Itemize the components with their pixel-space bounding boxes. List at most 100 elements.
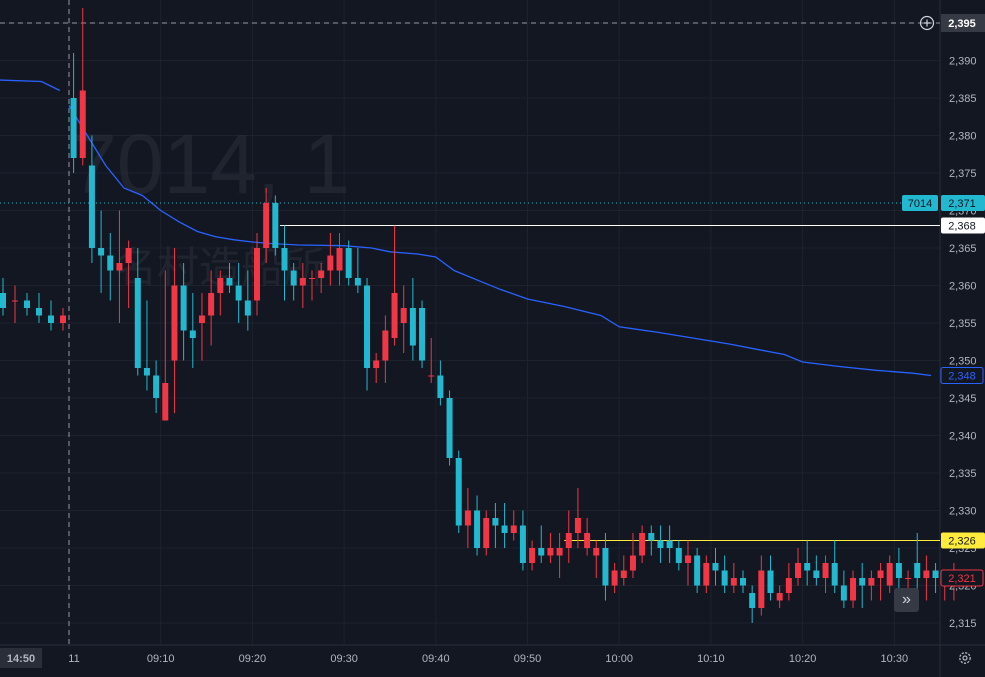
x-tick-label: 09:10 <box>147 653 175 665</box>
x-tick-label: 09:20 <box>239 653 267 665</box>
candle-body <box>198 315 205 323</box>
time-axis[interactable]: 14:50 11 09:10 09:20 09:30 09:40 09:50 10:00 10:… <box>0 648 908 668</box>
candle-body <box>877 570 884 578</box>
candle-body <box>189 330 196 338</box>
candle-body <box>171 285 178 361</box>
candle-body <box>556 548 563 556</box>
gear-icon[interactable] <box>956 649 974 667</box>
candle-body <box>584 533 591 548</box>
candle-body <box>180 285 187 331</box>
candle-body <box>281 248 288 271</box>
candle-body <box>730 578 737 586</box>
candle-body <box>629 555 636 571</box>
candle-body <box>125 248 132 263</box>
vwap-price-tag <box>940 367 984 384</box>
candle-body <box>822 563 829 578</box>
vwap-line <box>68 105 932 377</box>
candle-body <box>492 518 499 526</box>
x-tick-label: 09:30 <box>330 653 358 665</box>
candle-body <box>547 548 554 556</box>
candle-body <box>868 578 875 586</box>
candle-body <box>391 293 398 338</box>
y-tick-label: 2,330 <box>949 506 977 518</box>
symbol-tag <box>902 195 938 211</box>
candle-body <box>739 578 746 586</box>
candle-body <box>272 203 279 248</box>
horizontal-lines <box>0 0 940 645</box>
price-tag-label: 2,348 <box>948 371 976 383</box>
candle-body <box>263 203 270 248</box>
candle-body <box>602 548 609 586</box>
candle-body <box>914 563 921 578</box>
candle-body <box>0 293 6 308</box>
hline-white-price-tag <box>941 217 985 234</box>
candle-body <box>510 525 517 533</box>
candle-body <box>455 458 462 526</box>
y-tick-label: 2,365 <box>949 243 977 255</box>
candle-body <box>60 315 66 323</box>
candle-body <box>419 308 426 361</box>
price-tags: 2,395 2,371 7014 2,368 2,348 2,326 2,321 <box>902 14 985 587</box>
candle-body <box>703 563 710 586</box>
candle-body <box>886 563 893 586</box>
plus-circle-icon[interactable] <box>917 13 937 33</box>
candle-body <box>107 255 114 271</box>
candle-body <box>464 510 471 526</box>
x-tick-label: 10:20 <box>789 653 817 665</box>
x-tick-label: 10:30 <box>881 653 909 665</box>
candle-body <box>299 278 306 286</box>
candle-body <box>831 563 838 586</box>
candle-body <box>446 398 453 458</box>
candle-body <box>24 300 30 308</box>
y-tick-label: 2,350 <box>949 356 977 368</box>
candle-body <box>611 570 618 586</box>
candle-body <box>657 540 664 548</box>
crosshair-time-bg <box>0 648 42 668</box>
candle-body <box>36 308 42 316</box>
candle-body <box>217 278 224 293</box>
candle-body <box>290 270 297 286</box>
candle-body <box>253 248 260 301</box>
candle-body <box>70 98 77 158</box>
candle-body <box>795 563 802 578</box>
candle-body <box>529 548 536 563</box>
x-tick-label: 11 <box>68 653 79 665</box>
y-tick-label: 2,335 <box>949 468 977 480</box>
symbol-tag-label: 7014 <box>908 198 932 210</box>
y-tick-label: 2,355 <box>949 318 977 330</box>
last-price-tag <box>941 195 985 211</box>
candle-body <box>116 263 123 271</box>
candle-body <box>88 165 95 248</box>
candle-body <box>318 270 325 278</box>
candle-body <box>162 383 169 421</box>
y-tick-label: 2,390 <box>949 56 977 68</box>
candle-body <box>437 375 444 398</box>
price-tag-label: 2,321 <box>948 573 976 585</box>
candle-body <box>694 555 701 586</box>
candle-body <box>474 510 481 548</box>
vwap-prev-line <box>0 79 61 92</box>
candle-body <box>79 90 86 158</box>
watermark-symbol: 7014, 1 <box>70 117 350 211</box>
y-tick-label: 2,375 <box>949 168 977 180</box>
candle-body <box>208 293 215 316</box>
candle-body <box>565 533 572 548</box>
candle-body <box>327 255 334 271</box>
candle-body <box>400 308 407 323</box>
candle-body <box>859 578 866 586</box>
candle-body <box>895 563 902 578</box>
double-chevron-right-icon[interactable]: » <box>894 588 919 612</box>
candle-body <box>519 525 526 563</box>
candle-body <box>905 578 912 579</box>
candle-body <box>666 540 673 548</box>
candle-body <box>804 563 811 571</box>
candle-body <box>767 570 774 593</box>
candle-body <box>373 360 380 368</box>
candle-body <box>143 368 150 376</box>
x-tick-label: 09:50 <box>514 653 542 665</box>
candle-body <box>483 518 490 548</box>
candle-body <box>776 593 783 601</box>
candle-body <box>675 548 682 563</box>
candle-body <box>428 375 435 377</box>
